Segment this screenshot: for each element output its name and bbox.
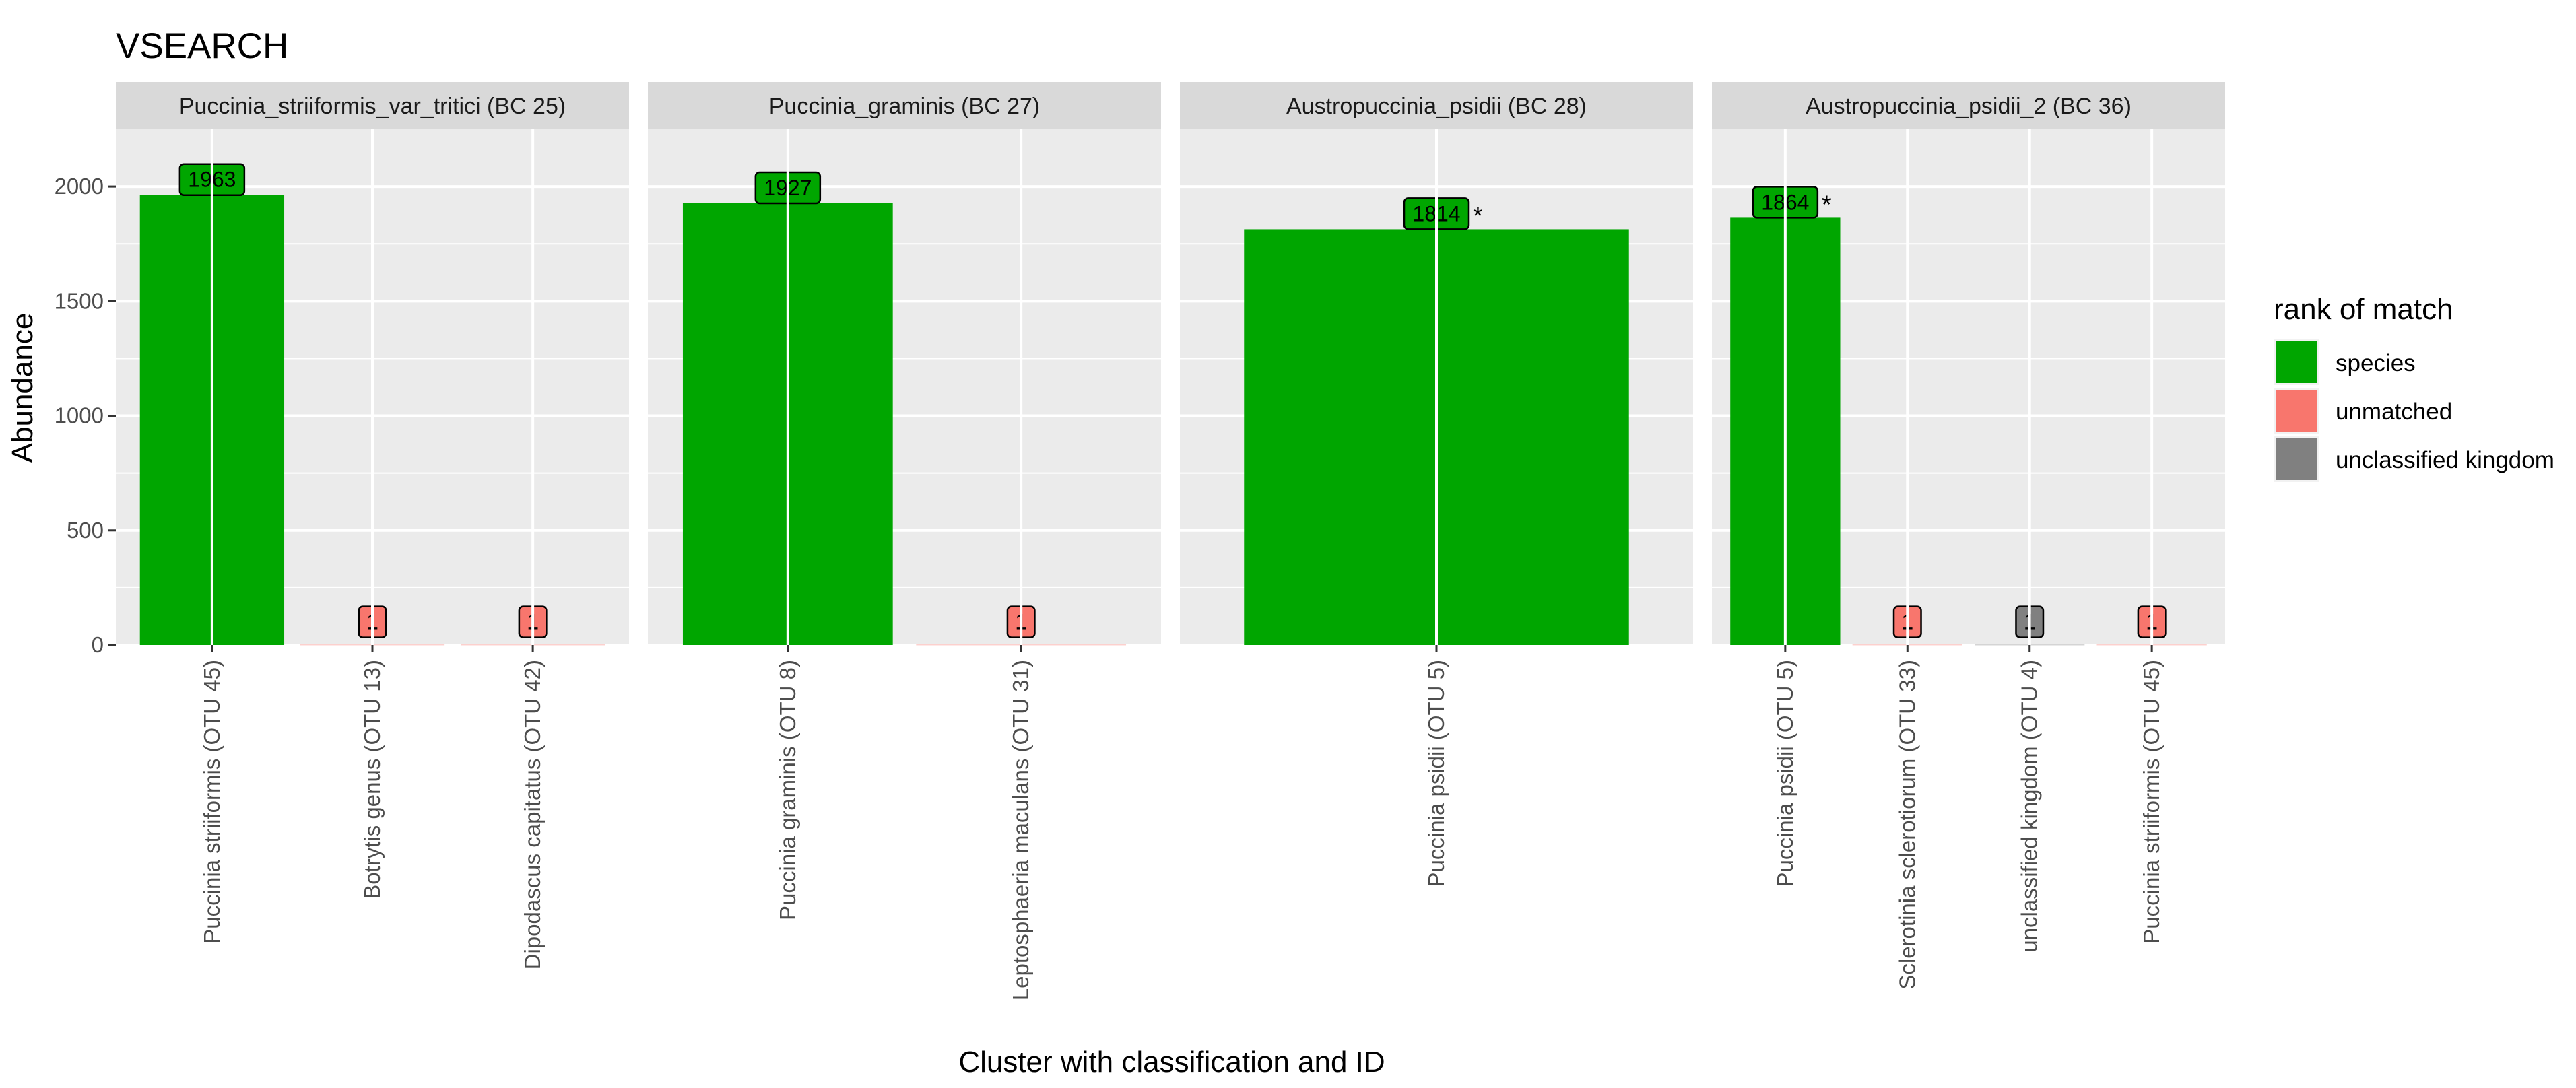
facet-strip xyxy=(648,82,1161,129)
significance-star: * xyxy=(1473,202,1483,230)
facet-panel: Austropuccinia_psidii_2 (BC 36)1864*111P… xyxy=(1712,82,2225,990)
x-tick-label: Puccinia striiformis (OTU 45) xyxy=(2139,660,2164,944)
legend-swatch xyxy=(2276,438,2317,480)
legend-label: unclassified kingdom xyxy=(2336,447,2554,473)
legend-swatch xyxy=(2276,341,2317,383)
y-axis-title: Abundance xyxy=(6,313,39,463)
legend-item: unmatched xyxy=(2274,388,2452,434)
y-tick-label: 1000 xyxy=(55,403,104,428)
bar-labels: 196311 xyxy=(178,163,548,638)
chart-title: VSEARCH xyxy=(116,26,288,66)
facet-panel: Austropuccinia_psidii (BC 28)1814 *Puccin… xyxy=(1180,82,1693,887)
significance-star: * xyxy=(1822,191,1832,219)
facet-title: Puccinia_graminis (BC 27) xyxy=(769,94,1041,119)
x-tick-label: Puccinia psidii (OTU 5) xyxy=(1773,660,1797,887)
y-tick-label: 0 xyxy=(92,632,104,657)
x-tick-label: unclassified kingdom (OTU 4) xyxy=(2017,660,2042,953)
legend-swatch xyxy=(2276,390,2317,432)
y-tick-label: 2000 xyxy=(55,174,104,199)
x-tick-label: Leptosphaeria maculans (OTU 31) xyxy=(1008,660,1033,1000)
facet-strip xyxy=(1180,82,1693,129)
x-tick-label: Puccinia graminis (OTU 8) xyxy=(775,660,800,920)
facet-title: Austropuccinia_psidii_2 (BC 36) xyxy=(1806,94,2132,119)
x-tick-label: Botrytis genus (OTU 13) xyxy=(360,660,385,899)
facet-panels: Puccinia_striiformis_var_tritici (BC 25)… xyxy=(116,82,2225,1000)
x-tick-label: Puccinia psidii (OTU 5) xyxy=(1424,660,1449,887)
y-tick-label: 1500 xyxy=(55,288,104,313)
facet-strip xyxy=(1712,82,2225,129)
facet-panel: Puccinia_graminis (BC 27)19271Puccinia g… xyxy=(648,82,1161,1000)
legend: rank of match species unmatched unclassifi… xyxy=(2274,293,2554,482)
facet-title: Puccinia_striiformis_var_tritici (BC 25) xyxy=(179,94,566,119)
legend-label: species xyxy=(2336,350,2416,376)
facet-title: Austropuccinia_psidii (BC 28) xyxy=(1286,94,1587,119)
y-axis: 0 500 1000 1500 2000 xyxy=(55,174,116,657)
y-tick-label: 500 xyxy=(67,518,104,543)
x-tick-label: Sclerotinia sclerotiorum (OTU 33) xyxy=(1894,660,1919,990)
legend-label: unmatched xyxy=(2336,399,2452,425)
x-tick-label: Puccinia striiformis (OTU 45) xyxy=(199,660,224,944)
x-tick-label: Dipodascus capitatus (OTU 42) xyxy=(520,660,545,970)
x-axis-title: Cluster with classification and ID xyxy=(958,1046,1385,1079)
legend-item: species xyxy=(2274,339,2416,385)
facet-strip xyxy=(116,82,629,129)
facet-panel: Puccinia_striiformis_var_tritici (BC 25)… xyxy=(116,82,629,970)
legend-title: rank of match xyxy=(2274,293,2453,326)
legend-item: unclassified kingdom xyxy=(2274,436,2554,482)
